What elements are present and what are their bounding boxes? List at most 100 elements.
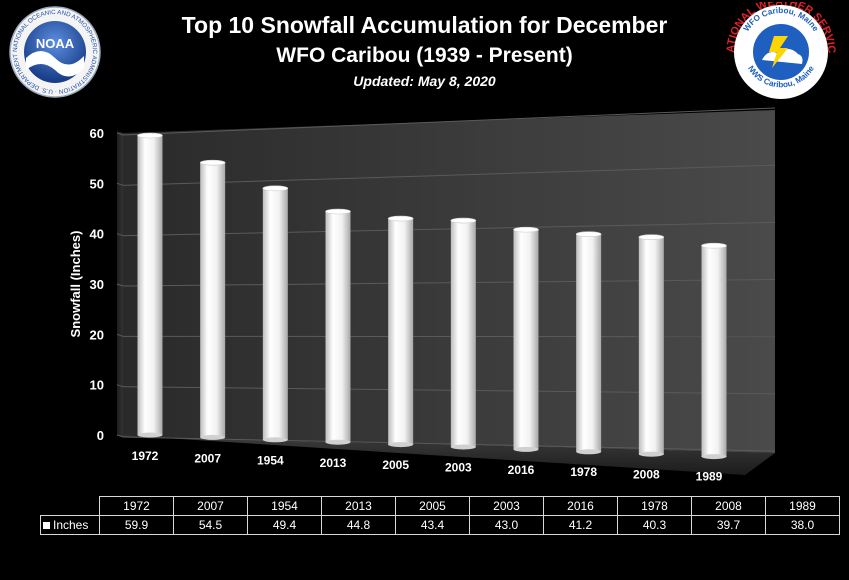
table-corner-cell bbox=[41, 497, 100, 516]
y-tick-label: 10 bbox=[90, 378, 104, 393]
x-tick-label: 2003 bbox=[445, 461, 472, 475]
bar-base bbox=[513, 446, 539, 452]
table-header-cell: 2016 bbox=[543, 496, 618, 516]
bar bbox=[387, 215, 414, 448]
gridline bbox=[116, 434, 124, 438]
gridline bbox=[122, 107, 776, 136]
x-tick-labels: 1972 2007 1954 2013 2005 2003 2016 1978 2008 1989 bbox=[132, 449, 723, 484]
noaa-center-text: NOAA bbox=[36, 36, 75, 51]
bar-base bbox=[325, 439, 351, 445]
bar-top bbox=[575, 231, 602, 237]
legend-label: Inches bbox=[53, 518, 89, 532]
table-header-cell: 1978 bbox=[617, 496, 692, 516]
gridline bbox=[116, 132, 124, 136]
table-cell: 43.4 bbox=[395, 515, 470, 535]
x-tick-label: 2008 bbox=[633, 467, 660, 481]
bar bbox=[450, 217, 477, 450]
x-tick-label: 2007 bbox=[194, 451, 221, 465]
gridline bbox=[122, 386, 776, 395]
gridline bbox=[122, 279, 776, 287]
bar-top bbox=[325, 208, 351, 215]
gridline bbox=[116, 233, 124, 237]
y-tick-labels: 0 10 20 30 40 50 60 bbox=[90, 126, 104, 443]
table-row-label: Inches bbox=[40, 515, 100, 535]
x-tick-label: 2005 bbox=[382, 458, 409, 472]
bar bbox=[262, 185, 289, 443]
x-tick-label: 1989 bbox=[696, 470, 723, 484]
table-cell: 43.0 bbox=[469, 515, 544, 535]
y-tick-label: 30 bbox=[90, 277, 104, 292]
bar bbox=[701, 242, 727, 460]
bar-body bbox=[638, 237, 664, 455]
x-tick-label: 2016 bbox=[508, 463, 535, 477]
bar-body bbox=[325, 211, 351, 443]
bar-top bbox=[701, 242, 727, 249]
x-tick-label: 1954 bbox=[257, 454, 284, 468]
gridline bbox=[116, 283, 124, 287]
y-tick-label: 40 bbox=[90, 227, 104, 242]
bar-body bbox=[388, 218, 414, 445]
table-row: Inches 59.9 54.5 49.4 44.8 43.4 43.0 41.… bbox=[40, 515, 840, 535]
chart-subtitle: WFO Caribou (1939 - Present) bbox=[276, 44, 573, 67]
bar bbox=[575, 231, 602, 455]
bar-base bbox=[576, 449, 602, 455]
bar-body bbox=[576, 234, 602, 452]
table-header-cell: 1989 bbox=[765, 496, 840, 516]
table-header-cell: 2007 bbox=[173, 496, 248, 516]
bar bbox=[137, 132, 163, 438]
x-tick-label: 1972 bbox=[132, 449, 159, 463]
chart-title: Top 10 Snowfall Accumulation for Decembe… bbox=[181, 12, 668, 38]
table-cell: 44.8 bbox=[321, 515, 396, 535]
bar-base bbox=[638, 451, 664, 457]
x-tick-label: 2013 bbox=[320, 456, 347, 470]
bar-top bbox=[262, 185, 289, 192]
table-cell: 38.0 bbox=[765, 515, 840, 535]
bar-body bbox=[137, 135, 163, 435]
gridline bbox=[116, 182, 124, 186]
table-header-cell: 2013 bbox=[321, 496, 396, 516]
bar-base bbox=[200, 434, 226, 440]
bar-top bbox=[450, 217, 477, 224]
table-cell: 41.2 bbox=[543, 515, 618, 535]
table-cell: 40.3 bbox=[617, 515, 692, 535]
bar-base bbox=[701, 454, 727, 460]
bar-base bbox=[262, 437, 288, 443]
table-header-row: 1972 2007 1954 2013 2005 2003 2016 1978 … bbox=[41, 496, 840, 516]
bar-chart: 0 10 20 30 40 50 60 1972 2007 1954 2013 2005 2003 20… bbox=[68, 107, 776, 484]
bar-body bbox=[701, 245, 727, 457]
y-tick-label: 0 bbox=[97, 428, 104, 443]
bar-body bbox=[262, 188, 288, 440]
table-header-cell: 1954 bbox=[247, 496, 322, 516]
gridline bbox=[116, 384, 124, 388]
bar bbox=[513, 226, 539, 452]
bar-top bbox=[387, 215, 414, 222]
gridlines bbox=[116, 107, 776, 452]
bar bbox=[199, 159, 226, 440]
table-header-cell: 2005 bbox=[395, 496, 470, 516]
table-header-cell: 1972 bbox=[99, 496, 174, 516]
gridline bbox=[122, 436, 776, 452]
bar-body bbox=[450, 220, 476, 447]
bar-top bbox=[513, 226, 539, 233]
table-cell: 59.9 bbox=[99, 515, 174, 535]
y-tick-label: 60 bbox=[90, 126, 104, 141]
gridline bbox=[122, 164, 776, 186]
table-header-cell: 2008 bbox=[691, 496, 766, 516]
bars bbox=[137, 132, 727, 460]
table-cell: 39.7 bbox=[691, 515, 766, 535]
bar bbox=[325, 208, 351, 445]
bar-base bbox=[137, 432, 163, 438]
x-tick-label: 1978 bbox=[570, 465, 597, 479]
bar-body bbox=[513, 229, 539, 450]
bar-top bbox=[137, 132, 163, 139]
bar-base bbox=[450, 444, 476, 450]
table-cell: 54.5 bbox=[173, 515, 248, 535]
bar-base bbox=[388, 442, 414, 448]
gridline bbox=[122, 221, 776, 237]
updated-date: Updated: May 8, 2020 bbox=[353, 73, 496, 89]
nws-logo: WFO Caribou, Maine NATIONAL WEATHER SERV… bbox=[722, 2, 837, 99]
noaa-logo: NATIONAL OCEANIC AND ATMOSPHERIC ADMINIS… bbox=[7, 6, 101, 98]
y-axis-label: Snowfall (Inches) bbox=[68, 231, 83, 338]
table-header-cell: 2003 bbox=[469, 496, 544, 516]
